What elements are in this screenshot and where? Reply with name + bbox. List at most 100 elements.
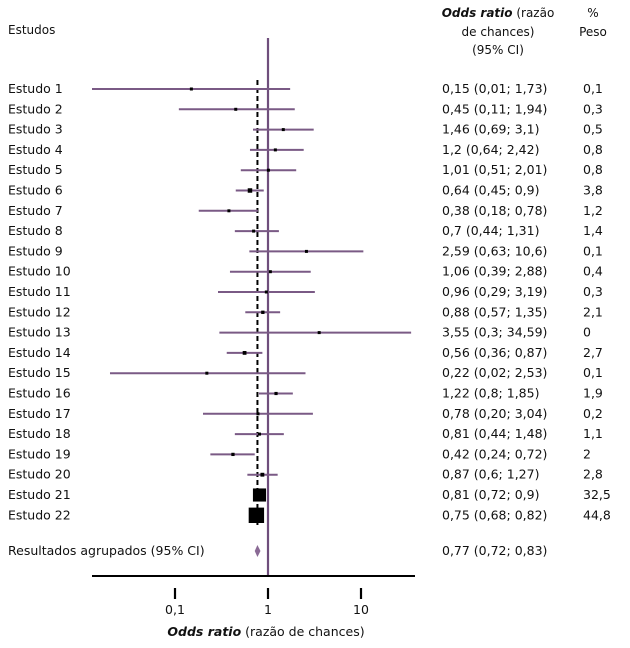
study-name: Estudo 2 bbox=[8, 101, 63, 116]
x-tick-label: 0,1 bbox=[165, 602, 185, 617]
study-weight: 0,3 bbox=[583, 284, 603, 299]
study-or-value: 0,56 (0,36; 0,87) bbox=[442, 345, 547, 360]
point-estimate bbox=[256, 412, 260, 416]
study-name: Estudo 12 bbox=[8, 304, 71, 319]
study-weight: 0,2 bbox=[583, 406, 603, 421]
study-name: Estudo 20 bbox=[8, 467, 71, 482]
study-or-value: 0,45 (0,11; 1,94) bbox=[442, 101, 547, 116]
study-row: Estudo 20 0,87 (0,6; 1,27) 2,8 bbox=[8, 467, 603, 482]
study-row: Estudo 11 0,96 (0,29; 3,19) 0,3 bbox=[8, 284, 603, 299]
study-or-value: 0,81 (0,72; 0,9) bbox=[442, 487, 539, 502]
study-or-value: 0,7 (0,44; 1,31) bbox=[442, 223, 539, 238]
study-name: Estudo 1 bbox=[8, 81, 63, 96]
study-row: Estudo 19 0,42 (0,24; 0,72) 2 bbox=[8, 446, 591, 461]
or-column-header-line1: Odds ratio (razão bbox=[442, 6, 555, 20]
study-or-value: 0,96 (0,29; 3,19) bbox=[442, 284, 547, 299]
study-or-value: 0,87 (0,6; 1,27) bbox=[442, 467, 539, 482]
study-weight: 32,5 bbox=[583, 487, 611, 502]
point-estimate bbox=[247, 188, 253, 193]
x-tick-label: 1 bbox=[264, 602, 272, 617]
pooled-label: Resultados agrupados (95% CI) bbox=[8, 543, 205, 558]
study-name: Estudo 21 bbox=[8, 487, 71, 502]
study-weight: 0,4 bbox=[583, 264, 603, 279]
point-estimate bbox=[268, 270, 272, 274]
study-row: Estudo 17 0,78 (0,20; 3,04) 0,2 bbox=[8, 406, 603, 421]
x-axis-ticks: 0,1 1 10 bbox=[165, 588, 369, 617]
weight-column-header-line1: % bbox=[587, 6, 598, 20]
study-or-value: 1,46 (0,69; 3,1) bbox=[442, 122, 539, 137]
or-column-header-line2: de chances) bbox=[462, 25, 535, 39]
study-row: Estudo 8 0,7 (0,44; 1,31) 1,4 bbox=[8, 223, 603, 238]
study-weight: 0,1 bbox=[583, 243, 603, 258]
study-weight: 2 bbox=[583, 446, 591, 461]
study-name: Estudo 18 bbox=[8, 426, 71, 441]
study-weight: 0,1 bbox=[583, 81, 603, 96]
study-weight: 2,8 bbox=[583, 467, 603, 482]
study-row: Estudo 3 1,46 (0,69; 3,1) 0,5 bbox=[8, 122, 603, 137]
study-row: Estudo 13 3,55 (0,3; 34,59) 0 bbox=[8, 325, 591, 340]
study-name: Estudo 9 bbox=[8, 243, 63, 258]
study-or-value: 1,06 (0,39; 2,88) bbox=[442, 264, 547, 279]
study-weight: 0,1 bbox=[583, 365, 603, 380]
study-name: Estudo 7 bbox=[8, 203, 63, 218]
point-estimate bbox=[281, 128, 285, 132]
study-row: Estudo 2 0,45 (0,11; 1,94) 0,3 bbox=[8, 101, 603, 116]
study-weight: 1,1 bbox=[583, 426, 603, 441]
study-name: Estudo 11 bbox=[8, 284, 71, 299]
study-row: Estudo 16 1,22 (0,8; 1,85) 1,9 bbox=[8, 386, 603, 401]
pooled-value: 0,77 (0,72; 0,83) bbox=[442, 543, 547, 558]
study-or-value: 0,22 (0,02; 2,53) bbox=[442, 365, 547, 380]
point-estimate bbox=[234, 107, 238, 111]
study-or-value: 1,22 (0,8; 1,85) bbox=[442, 386, 539, 401]
study-or-value: 0,64 (0,45; 0,9) bbox=[442, 183, 539, 198]
study-name: Estudo 17 bbox=[8, 406, 71, 421]
study-row: Estudo 6 0,64 (0,45; 0,9) 3,8 bbox=[8, 183, 603, 198]
studies-header: Estudos bbox=[8, 23, 55, 37]
study-weight: 3,8 bbox=[583, 183, 603, 198]
point-estimate bbox=[189, 87, 193, 91]
x-tick-label: 10 bbox=[353, 602, 369, 617]
study-row: Estudo 12 0,88 (0,57; 1,35) 2,1 bbox=[8, 304, 603, 319]
point-estimate bbox=[266, 168, 270, 172]
study-weight: 0,8 bbox=[583, 162, 603, 177]
point-estimate bbox=[317, 331, 321, 335]
study-row: Estudo 1 0,15 (0,01; 1,73) 0,1 bbox=[8, 81, 603, 96]
point-estimate bbox=[274, 391, 278, 396]
point-estimate bbox=[261, 310, 265, 314]
study-name: Estudo 8 bbox=[8, 223, 63, 238]
study-name: Estudo 3 bbox=[8, 122, 63, 137]
study-row: Estudo 22 0,75 (0,68; 0,82) 44,8 bbox=[8, 507, 611, 523]
point-estimate bbox=[304, 249, 308, 253]
point-estimate bbox=[273, 148, 277, 152]
weight-column-header-line2: Peso bbox=[579, 25, 607, 39]
pooled-diamond bbox=[254, 545, 261, 557]
study-weight: 0,3 bbox=[583, 101, 603, 116]
study-row: Estudo 10 1,06 (0,39; 2,88) 0,4 bbox=[8, 264, 603, 279]
study-weight: 2,1 bbox=[583, 304, 603, 319]
study-or-value: 0,78 (0,20; 3,04) bbox=[442, 406, 547, 421]
study-or-value: 3,55 (0,3; 34,59) bbox=[442, 325, 547, 340]
study-or-value: 1,2 (0,64; 2,42) bbox=[442, 142, 539, 157]
point-estimate bbox=[264, 290, 268, 294]
study-or-value: 2,59 (0,63; 10,6) bbox=[442, 243, 547, 258]
point-estimate bbox=[257, 432, 261, 436]
study-weight: 1,4 bbox=[583, 223, 603, 238]
point-estimate bbox=[242, 351, 247, 355]
point-estimate bbox=[252, 488, 267, 502]
study-name: Estudo 14 bbox=[8, 345, 71, 360]
study-name: Estudo 22 bbox=[8, 507, 71, 522]
study-row: Estudo 7 0,38 (0,18; 0,78) 1,2 bbox=[8, 203, 603, 218]
study-name: Estudo 6 bbox=[8, 183, 63, 198]
study-weight: 0 bbox=[583, 325, 591, 340]
study-name: Estudo 5 bbox=[8, 162, 63, 177]
study-row: Estudo 14 0,56 (0,36; 0,87) 2,7 bbox=[8, 345, 603, 360]
study-row: Estudo 5 1,01 (0,51; 2,01) 0,8 bbox=[8, 162, 603, 177]
study-name: Estudo 4 bbox=[8, 142, 63, 157]
study-or-value: 0,75 (0,68; 0,82) bbox=[442, 507, 547, 522]
study-or-value: 0,81 (0,44; 1,48) bbox=[442, 426, 547, 441]
study-or-value: 1,01 (0,51; 2,01) bbox=[442, 162, 547, 177]
point-estimate bbox=[248, 507, 265, 523]
study-name: Estudo 10 bbox=[8, 264, 71, 279]
